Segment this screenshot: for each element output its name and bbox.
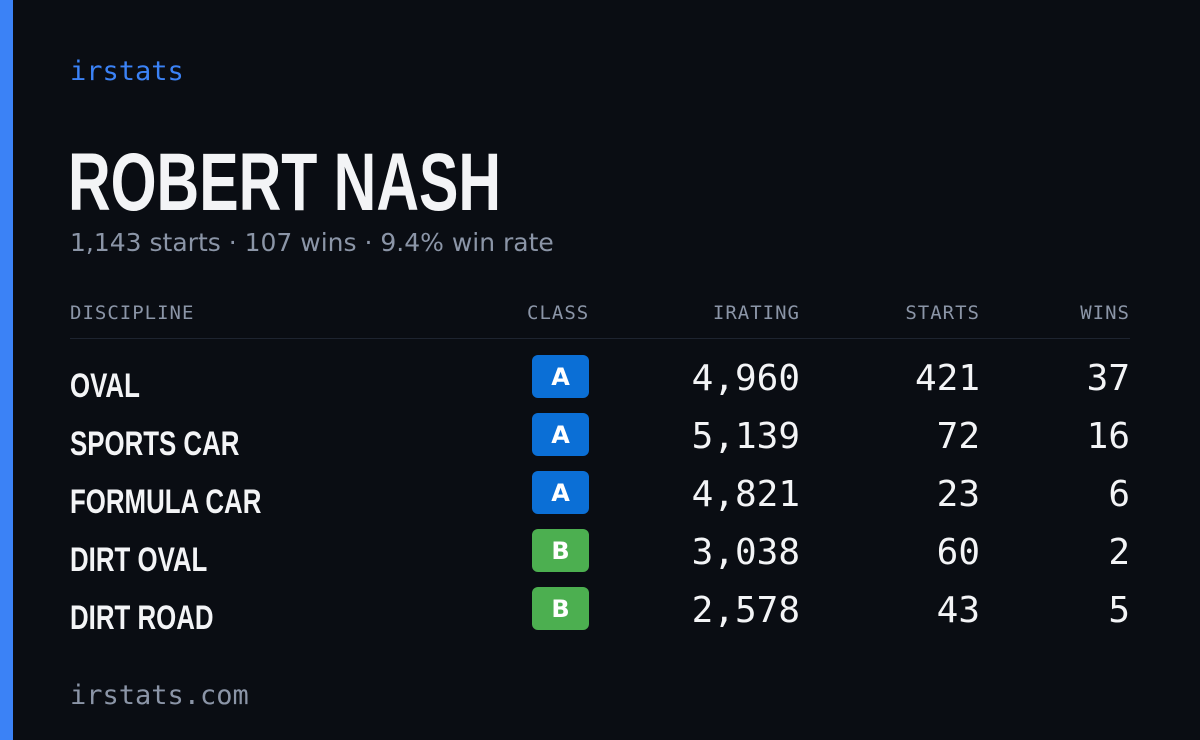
row-starts: 72 — [936, 416, 980, 457]
table-row: OVAL A 4,960 421 37 — [70, 355, 1130, 413]
row-wins: 5 — [1108, 590, 1130, 631]
driver-summary: 1,143 starts · 107 wins · 9.4% win rate — [70, 228, 554, 257]
class-badge: A — [532, 413, 589, 456]
header-wins: WINS — [1080, 302, 1130, 324]
header-irating: IRATING — [712, 302, 800, 324]
row-wins: 16 — [1086, 416, 1130, 457]
header-discipline: DISCIPLINE — [70, 302, 195, 324]
row-discipline: FORMULA CAR — [70, 483, 262, 521]
row-wins: 37 — [1086, 358, 1130, 399]
row-discipline: DIRT ROAD — [70, 599, 214, 637]
row-irating: 3,038 — [691, 532, 800, 573]
row-irating: 4,960 — [691, 358, 800, 399]
driver-name: ROBERT NASH — [68, 137, 501, 228]
row-discipline: SPORTS CAR — [70, 425, 240, 463]
class-badge: B — [532, 529, 589, 572]
header-class: CLASS — [527, 302, 590, 324]
footer-url: irstats.com — [70, 680, 249, 711]
row-irating: 5,139 — [691, 416, 800, 457]
class-badge: A — [532, 471, 589, 514]
row-irating: 2,578 — [691, 590, 800, 631]
table-row: DIRT ROAD B 2,578 43 5 — [70, 587, 1130, 645]
row-starts: 23 — [936, 474, 980, 515]
table-header: DISCIPLINE CLASS IRATING STARTS WINS — [70, 298, 1130, 339]
row-starts: 421 — [914, 358, 980, 399]
header-starts: STARTS — [905, 302, 980, 324]
row-starts: 60 — [936, 532, 980, 573]
row-irating: 4,821 — [691, 474, 800, 515]
row-wins: 6 — [1108, 474, 1130, 515]
class-badge: B — [532, 587, 589, 630]
table-row: SPORTS CAR A 5,139 72 16 — [70, 413, 1130, 471]
row-wins: 2 — [1108, 532, 1130, 573]
row-discipline: DIRT OVAL — [70, 541, 208, 579]
row-starts: 43 — [936, 590, 980, 631]
class-badge: A — [532, 355, 589, 398]
accent-bar — [0, 0, 13, 740]
stats-table: DISCIPLINE CLASS IRATING STARTS WINS OVA… — [70, 298, 1130, 645]
table-row: DIRT OVAL B 3,038 60 2 — [70, 529, 1130, 587]
table-row: FORMULA CAR A 4,821 23 6 — [70, 471, 1130, 529]
row-discipline: OVAL — [70, 367, 140, 405]
brand-logo: irstats — [70, 56, 184, 87]
